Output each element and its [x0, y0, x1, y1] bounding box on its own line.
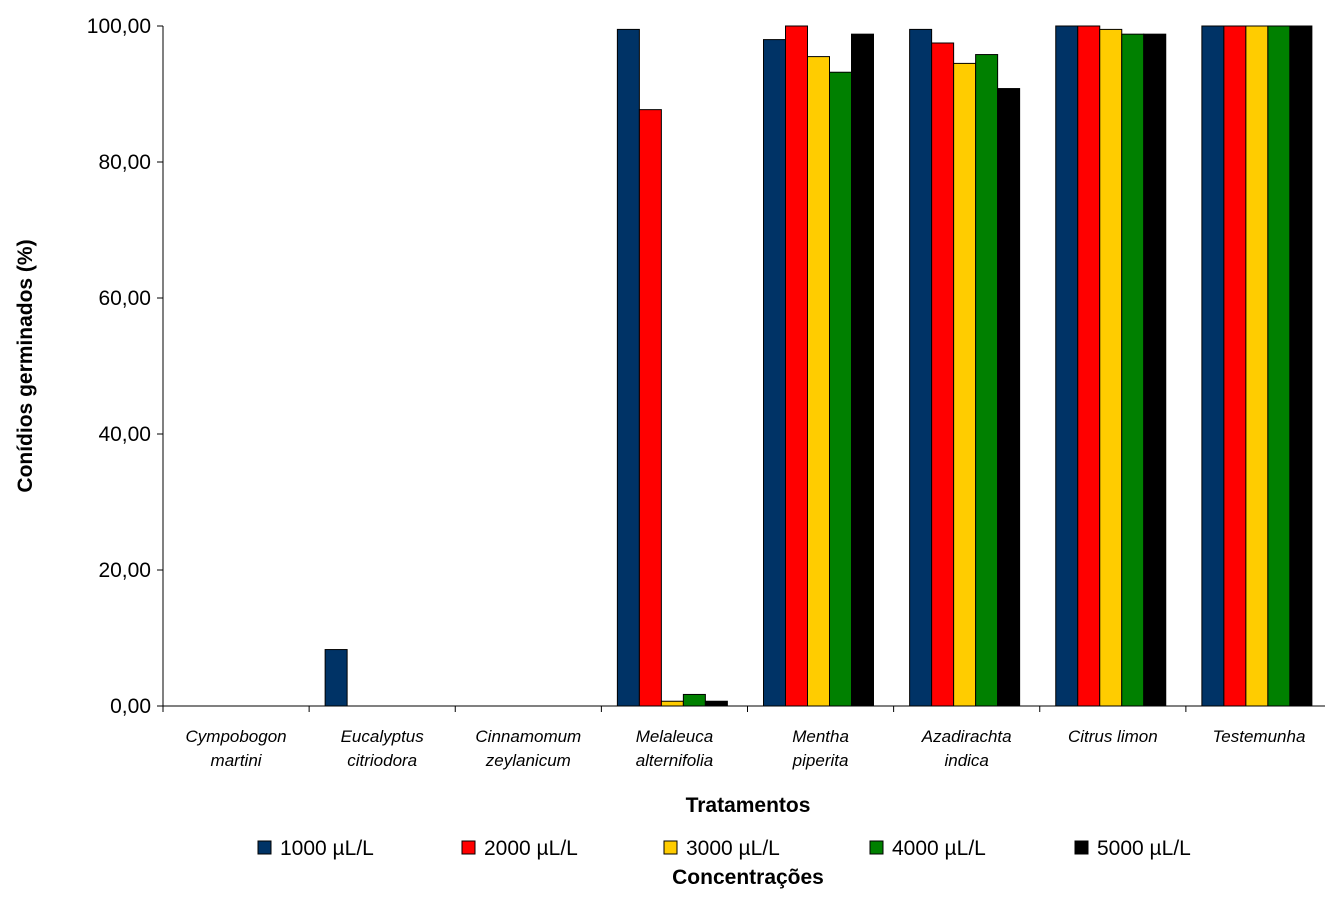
x-category-label: Eucalyptus [341, 727, 425, 746]
bar-8-series-3 [1245, 25, 1269, 707]
bar-8-series-5 [1289, 25, 1313, 707]
x-category-label: Testemunha [1212, 727, 1305, 746]
legend-label-3: 3000 µL/L [686, 837, 780, 860]
legend: 1000 µL/L 2000 µL/L 3000 µL/L 4000 µL/L 5000… [257, 837, 1191, 860]
y-tick-label: 0,00 [110, 695, 151, 718]
x-categories-group: Cympobogon martini Eucalyptus citriodora Cin… [162, 706, 1305, 770]
bar-6-series-4 [975, 54, 999, 707]
x-category-label: Cympobogon [186, 727, 287, 746]
bar-5-series-2 [785, 25, 808, 707]
y-tick-label: 20,00 [98, 559, 151, 582]
legend-swatch-3 [663, 840, 678, 855]
legend-swatch-1 [257, 840, 272, 855]
x-category-label: citriodora [347, 751, 417, 770]
bar-7-series-5 [1143, 33, 1167, 707]
bar-6-series-1 [909, 28, 933, 707]
bar-8-series-2 [1223, 25, 1247, 707]
bar-8-series-1 [1201, 25, 1225, 707]
bar-5-series-4 [829, 71, 852, 707]
x-category-label: Azadirachta [921, 727, 1012, 746]
y-axis-title: Conídios germinados (%) [14, 239, 37, 492]
legend-label-1: 1000 µL/L [280, 837, 374, 860]
bar-6-series-2 [931, 42, 955, 707]
y-tick-label: 60,00 [98, 287, 151, 310]
bar-4-series-2 [638, 109, 662, 707]
legend-label-5: 5000 µL/L [1097, 837, 1191, 860]
bar-5-series-5 [851, 33, 874, 707]
bars-group [324, 25, 1313, 707]
y-ticks-group: 0,00 20,00 40,00 60,00 80,00 100,00 [87, 15, 163, 718]
bar-8-series-4 [1267, 25, 1291, 707]
bar-2-series-1 [324, 649, 348, 707]
bar-4-series-5 [704, 700, 728, 707]
x-category-label: zeylanicum [485, 751, 571, 770]
y-tick-label: 80,00 [98, 151, 151, 174]
x-category-label: alternifolia [636, 751, 714, 770]
legend-swatch-2 [461, 840, 476, 855]
legend-title: Concentrações [672, 866, 824, 889]
x-category-label: Mentha [792, 727, 849, 746]
x-category-label: Cinnamomum [475, 727, 581, 746]
legend-swatch-5 [1074, 840, 1089, 855]
bar-6-series-3 [953, 62, 977, 707]
bar-6-series-5 [997, 88, 1021, 707]
bar-5-series-3 [807, 56, 830, 707]
legend-label-2: 2000 µL/L [484, 837, 578, 860]
y-tick-label: 40,00 [98, 423, 151, 446]
bar-7-series-4 [1121, 33, 1145, 707]
x-axis-title: Tratamentos [686, 794, 811, 817]
y-tick-label: 100,00 [87, 15, 151, 38]
legend-label-4: 4000 µL/L [892, 837, 986, 860]
bar-7-series-1 [1055, 25, 1079, 707]
bar-4-series-4 [682, 693, 706, 707]
bar-7-series-2 [1077, 25, 1101, 707]
legend-swatch-4 [869, 840, 884, 855]
bar-4-series-1 [616, 28, 640, 707]
bar-4-series-3 [660, 700, 684, 707]
bar-5-series-1 [763, 39, 786, 707]
x-category-label: Citrus limon [1068, 727, 1158, 746]
x-category-label: indica [944, 751, 988, 770]
x-category-label: piperita [792, 751, 849, 770]
bar-7-series-3 [1099, 28, 1123, 707]
x-category-label: martini [211, 751, 263, 770]
x-category-label: Melaleuca [636, 727, 714, 746]
